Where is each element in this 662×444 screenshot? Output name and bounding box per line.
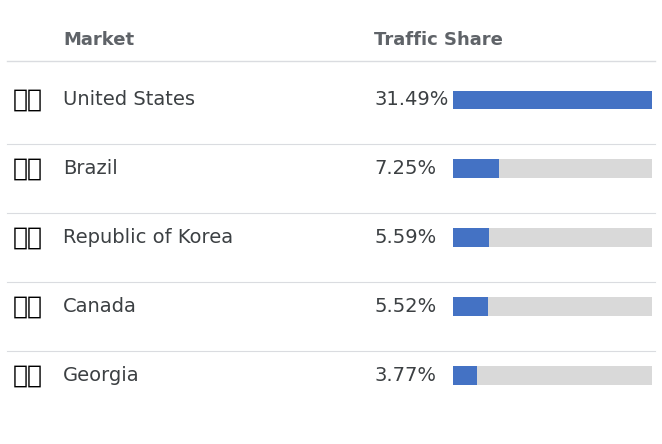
Text: 31.49%: 31.49% [374, 91, 448, 109]
Text: Brazil: Brazil [63, 159, 118, 178]
Bar [453, 159, 499, 178]
Bar [453, 91, 652, 109]
Text: 7.25%: 7.25% [374, 159, 436, 178]
Bar [453, 297, 489, 316]
Text: Traffic Share: Traffic Share [374, 31, 503, 49]
Text: 5.52%: 5.52% [374, 297, 436, 316]
Text: 🇨🇦: 🇨🇦 [13, 294, 43, 318]
Bar [453, 366, 477, 385]
Text: 🇧🇷: 🇧🇷 [13, 157, 43, 181]
Text: United States: United States [63, 91, 195, 109]
Text: 🇰🇷: 🇰🇷 [13, 226, 43, 250]
Text: Market: Market [63, 31, 134, 49]
Text: 3.77%: 3.77% [374, 366, 436, 385]
Text: 🇬🇪: 🇬🇪 [13, 363, 43, 387]
Text: Canada: Canada [63, 297, 137, 316]
Bar [453, 91, 652, 109]
Text: 🇺🇸: 🇺🇸 [13, 88, 43, 112]
Text: 5.59%: 5.59% [374, 228, 436, 247]
Bar [453, 366, 652, 385]
Bar [453, 159, 652, 178]
Text: Republic of Korea: Republic of Korea [63, 228, 233, 247]
Bar [453, 228, 489, 247]
Bar [453, 228, 652, 247]
Bar [453, 297, 652, 316]
Text: Georgia: Georgia [63, 366, 140, 385]
